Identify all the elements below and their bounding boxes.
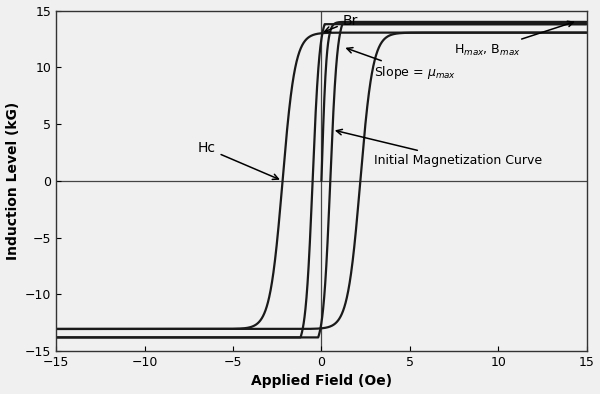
Text: Hc: Hc (198, 141, 278, 179)
X-axis label: Applied Field (Oe): Applied Field (Oe) (251, 374, 392, 388)
Text: Initial Magnetization Curve: Initial Magnetization Curve (337, 129, 542, 167)
Text: Slope = $\mu_{max}$: Slope = $\mu_{max}$ (347, 48, 457, 82)
Text: H$_{max}$, B$_{max}$: H$_{max}$, B$_{max}$ (454, 21, 574, 58)
Text: Br: Br (325, 14, 358, 32)
Y-axis label: Induction Level (kG): Induction Level (kG) (5, 102, 20, 260)
